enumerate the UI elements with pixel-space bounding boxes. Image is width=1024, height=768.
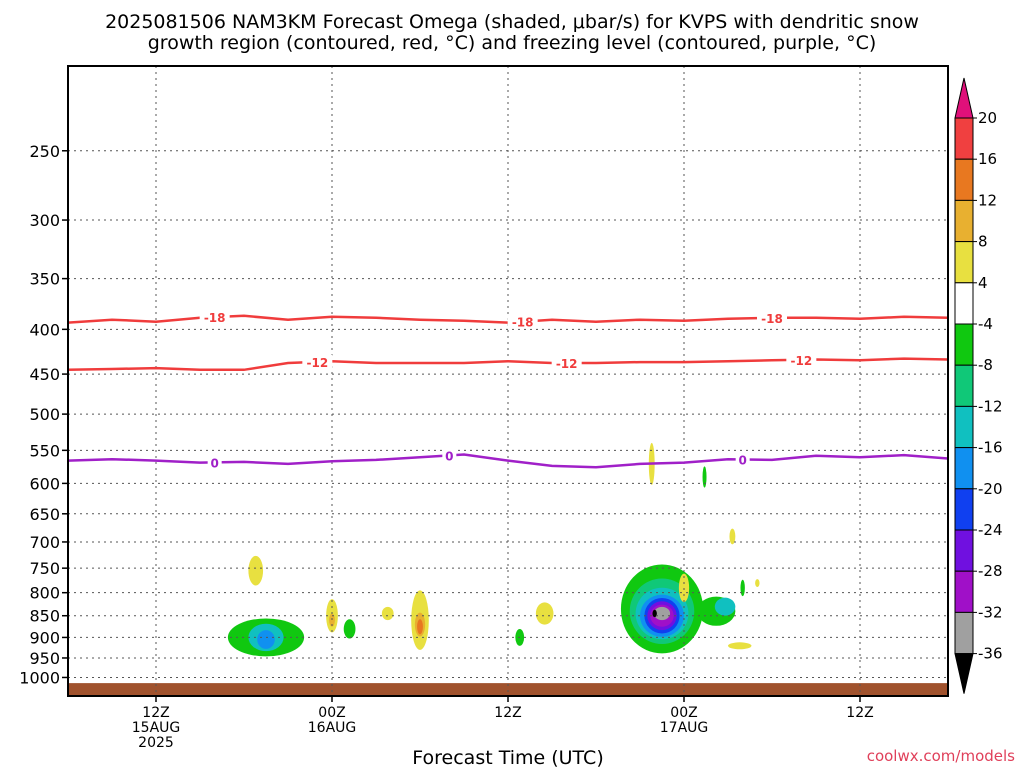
omega-shade-region [678, 573, 690, 603]
contour-label: -18 [761, 312, 783, 326]
colorbar-bin [954, 158, 974, 201]
plot-area: -18 -18 -18 -12 -12 -12 0 0 0 [67, 65, 949, 697]
terrain-band [68, 683, 948, 696]
y-tick-label: 600 [29, 474, 60, 493]
y-tick-label: 650 [29, 505, 60, 524]
chart-title-line: growth region (contoured, red, °C) and f… [148, 32, 877, 54]
y-tick-label: 900 [29, 628, 60, 647]
y-tick-label: 950 [29, 649, 60, 668]
y-tick-label: 350 [29, 270, 60, 289]
colorbar-label: 20 [978, 109, 997, 127]
y-tick-label: 850 [29, 607, 60, 626]
contour-label: -12 [306, 356, 328, 370]
x-tick-label: 12Z [846, 705, 873, 721]
omega-shade-region [417, 619, 423, 635]
colorbar-label: 12 [978, 191, 997, 209]
chart-title: 2025081506 NAM3KM Forecast Omega (shaded… [105, 11, 919, 54]
y-tick-label: 400 [29, 320, 60, 339]
y-tick-label: 800 [29, 584, 60, 603]
colorbar-top-arrow [954, 77, 974, 119]
credit-link[interactable]: coolwx.com/models [867, 747, 1015, 765]
contour-label: 0 [738, 453, 746, 467]
omega-shade-region [714, 597, 736, 616]
omega-shade-region [343, 619, 356, 639]
x-tick-label: 17AUG [660, 720, 709, 736]
y-tick-label: 450 [29, 365, 60, 384]
colorbar-label: -32 [978, 603, 1003, 621]
colorbar-bin [954, 488, 974, 531]
y-tick-label: 750 [29, 559, 60, 578]
contour-label: 0 [445, 449, 453, 463]
omega-shade-region [257, 630, 275, 649]
x-tick-label: 15AUG [132, 720, 181, 736]
colorbar-bin [954, 117, 974, 160]
contour-label: -12 [556, 357, 578, 371]
y-tick-label: 700 [29, 533, 60, 552]
colorbar-label: -12 [978, 397, 1003, 415]
omega-shade-region [702, 466, 707, 488]
omega-shade-region [729, 528, 736, 545]
colorbar-bin [954, 405, 974, 449]
x-tick-label: 12Z [142, 705, 169, 721]
y-tick-label: 550 [29, 441, 60, 460]
omega-shade-region [248, 555, 264, 586]
omega-shade-region [381, 606, 394, 621]
y-axis: 250 300 350 400 450 500 550 600 650 700 750 800 850 9… [19, 142, 68, 687]
contour-label: -12 [790, 354, 812, 368]
omega-shade-region [329, 613, 335, 627]
colorbar-bin [954, 447, 974, 490]
x-axis-title: Forecast Time (UTC) [412, 747, 603, 768]
contour-label: 0 [210, 456, 218, 470]
contour-label: -18 [204, 311, 226, 325]
colorbar-label: -16 [978, 439, 1003, 457]
colorbar-bin [954, 529, 974, 572]
omega-shade-region [740, 579, 745, 597]
colorbar-label: -36 [978, 645, 1003, 663]
contour-label: -18 [512, 316, 534, 330]
colorbar-legend: 20 16 12 8 4 -4 -8 -12 -16 -20 -24 -28 -32 -36 [954, 77, 1003, 694]
y-tick-label: 250 [29, 142, 60, 161]
omega-shade-region [652, 609, 657, 618]
omega-shade-region [653, 606, 671, 621]
colorbar-bin [954, 282, 974, 325]
colorbar-bin [954, 241, 974, 284]
colorbar-label: -20 [978, 480, 1003, 498]
omega-shade-region [728, 642, 752, 650]
x-tick-label: 16AUG [308, 720, 357, 736]
y-tick-label: 300 [29, 211, 60, 230]
x-tick-label: 12Z [494, 705, 521, 721]
x-tick-label: 00Z [318, 705, 345, 721]
colorbar-label: -24 [978, 521, 1003, 539]
chart-title-line: 2025081506 NAM3KM Forecast Omega (shaded… [105, 11, 919, 33]
colorbar-bin [954, 323, 974, 366]
y-tick-label: 500 [29, 405, 60, 424]
colorbar-bottom-arrow [954, 653, 974, 694]
colorbar-label: -4 [978, 315, 993, 333]
colorbar-bin [954, 570, 974, 613]
colorbar-bin [954, 364, 974, 407]
colorbar-label: 4 [978, 274, 988, 292]
colorbar-bin [954, 199, 974, 243]
colorbar-label: 8 [978, 233, 988, 251]
colorbar-label: -28 [978, 562, 1003, 580]
y-tick-label: 1000 [19, 668, 60, 687]
omega-shade-region [535, 602, 554, 625]
colorbar-label: -8 [978, 356, 993, 374]
x-tick-label: 00Z [670, 705, 697, 721]
omega-shade-region [755, 579, 760, 587]
colorbar-bin [954, 611, 974, 655]
colorbar-label: 16 [978, 150, 997, 168]
x-tick-label: 2025 [138, 735, 174, 751]
